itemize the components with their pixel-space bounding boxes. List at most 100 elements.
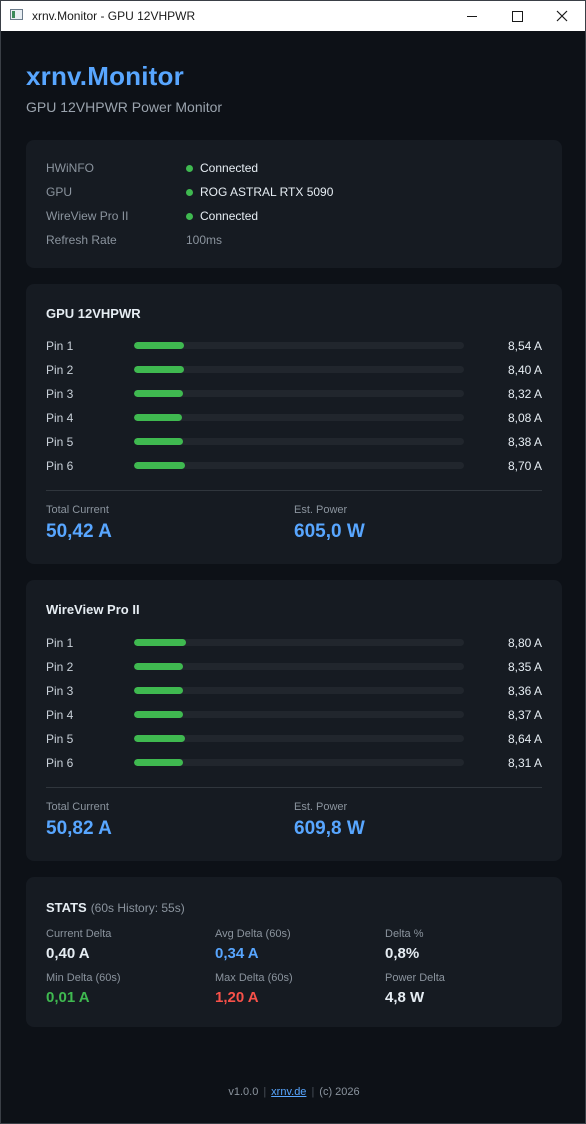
status-indicator-icon: [186, 188, 193, 196]
close-button[interactable]: [539, 1, 585, 31]
pin-current-bar: [134, 735, 464, 742]
website-link[interactable]: xrnv.de: [271, 1086, 307, 1098]
card-title: WireView Pro II: [46, 602, 140, 617]
window-title: xrnv.Monitor - GPU 12VHPWR: [32, 9, 196, 23]
maximize-icon: [511, 10, 523, 22]
stats-heading: STATS: [46, 900, 87, 915]
pin-row: Pin 5 8,38 A: [46, 432, 542, 452]
pin-current-bar: [134, 366, 464, 373]
current-delta-value: 0,40 A: [46, 945, 90, 962]
pin-label: Pin 1: [46, 339, 74, 353]
status-label: HWiNFO: [46, 161, 94, 175]
pin-current-bar: [134, 759, 464, 766]
pin-current-value: 8,38 A: [507, 435, 542, 449]
est-power-label: Est. Power: [294, 504, 348, 516]
pin-current-fill: [134, 639, 186, 646]
wireview-card: WireView Pro II Pin 1 8,80 A Pin 2 8,35 A Pi…: [26, 580, 562, 861]
est-power-value: 605,0 W: [294, 521, 365, 542]
total-current-value: 50,82 A: [46, 818, 112, 839]
pin-current-fill: [134, 438, 184, 445]
pin-row: Pin 6 8,31 A: [46, 753, 542, 773]
status-value: Connected: [200, 161, 259, 175]
pin-current-fill: [134, 759, 183, 766]
status-label: WireView Pro II: [46, 209, 129, 223]
stats-history: (60s History: 55s): [90, 901, 185, 915]
card-title: GPU 12VHPWR: [46, 306, 141, 321]
pin-current-fill: [134, 366, 184, 373]
pin-current-bar: [134, 663, 464, 670]
pin-current-bar: [134, 438, 464, 445]
pin-current-value: 8,35 A: [507, 660, 542, 674]
gpu-12vhpwr-card: GPU 12VHPWR Pin 1 8,54 A Pin 2 8,40 A Pin 3 8…: [26, 284, 562, 564]
stat-label: Current Delta: [46, 928, 112, 940]
pin-label: Pin 6: [46, 756, 74, 770]
pin-label: Pin 3: [46, 387, 74, 401]
pin-current-fill: [134, 687, 184, 694]
pin-label: Pin 3: [46, 684, 74, 698]
app-subtitle: GPU 12VHPWR Power Monitor: [26, 99, 223, 115]
version-text: v1.0.0: [228, 1086, 259, 1098]
pin-current-bar: [134, 342, 464, 349]
close-icon: [556, 10, 568, 22]
pin-row: Pin 3 8,32 A: [46, 384, 542, 404]
stat-label: Delta %: [385, 928, 424, 940]
max-delta-value: 1,20 A: [215, 989, 259, 1006]
pin-label: Pin 1: [46, 636, 74, 650]
pin-row: Pin 4 8,37 A: [46, 705, 542, 725]
pin-current-fill: [134, 342, 185, 349]
pin-current-fill: [134, 735, 185, 742]
pin-row: Pin 6 8,70 A: [46, 456, 542, 476]
status-row-refresh-rate: Refresh Rate 100ms: [46, 230, 222, 250]
stats-card: STATS (60s History: 55s) Current Delta 0,…: [26, 877, 562, 1027]
pin-label: Pin 2: [46, 363, 74, 377]
stat-label: Power Delta: [385, 972, 445, 984]
pin-current-value: 8,32 A: [507, 387, 542, 401]
est-power-value: 609,8 W: [294, 818, 365, 839]
avg-delta-value: 0,34 A: [215, 945, 259, 962]
minimize-button[interactable]: [449, 1, 495, 31]
pin-current-fill: [134, 462, 186, 469]
status-row-wireview: WireView Pro II Connected: [46, 206, 258, 226]
total-current-value: 50,42 A: [46, 521, 112, 542]
status-row-gpu: GPU ROG ASTRAL RTX 5090: [46, 182, 333, 202]
pin-row: Pin 2 8,35 A: [46, 657, 542, 677]
pin-label: Pin 5: [46, 435, 74, 449]
min-delta-value: 0,01 A: [46, 989, 90, 1006]
pin-current-fill: [134, 711, 184, 718]
pin-row: Pin 1 8,80 A: [46, 633, 542, 653]
pin-row: Pin 5 8,64 A: [46, 729, 542, 749]
status-row-hwinfo: HWiNFO Connected: [46, 158, 258, 178]
pin-current-value: 8,08 A: [507, 411, 542, 425]
total-current-label: Total Current: [46, 504, 109, 516]
pin-current-bar: [134, 711, 464, 718]
status-label: GPU: [46, 185, 73, 199]
status-value: ROG ASTRAL RTX 5090: [200, 185, 334, 199]
pin-row: Pin 4 8,08 A: [46, 408, 542, 428]
total-current-label: Total Current: [46, 801, 109, 813]
stat-label: Min Delta (60s): [46, 972, 121, 984]
power-delta-value: 4,8 W: [385, 989, 425, 1006]
divider: [46, 787, 542, 788]
maximize-button[interactable]: [494, 1, 540, 31]
title-bar[interactable]: xrnv.Monitor - GPU 12VHPWR: [1, 1, 585, 31]
divider: [46, 490, 542, 491]
pin-current-value: 8,31 A: [507, 756, 542, 770]
pin-row: Pin 1 8,54 A: [46, 336, 542, 356]
pin-current-value: 8,36 A: [507, 684, 542, 698]
stat-label: Avg Delta (60s): [215, 928, 291, 940]
pin-current-value: 8,40 A: [507, 363, 542, 377]
footer: v1.0.0 | xrnv.de | (c) 2026: [228, 1086, 360, 1098]
pin-label: Pin 4: [46, 411, 74, 425]
pin-current-value: 8,70 A: [507, 459, 542, 473]
stat-label: Max Delta (60s): [215, 972, 293, 984]
status-indicator-icon: [186, 164, 193, 172]
pin-current-fill: [134, 390, 184, 397]
pin-current-value: 8,80 A: [507, 636, 542, 650]
pin-current-bar: [134, 687, 464, 694]
pin-current-bar: [134, 639, 464, 646]
pin-row: Pin 3 8,36 A: [46, 681, 542, 701]
delta-percent-value: 0,8%: [385, 945, 420, 962]
status-value: Connected: [200, 209, 259, 223]
status-value: 100ms: [186, 233, 223, 247]
